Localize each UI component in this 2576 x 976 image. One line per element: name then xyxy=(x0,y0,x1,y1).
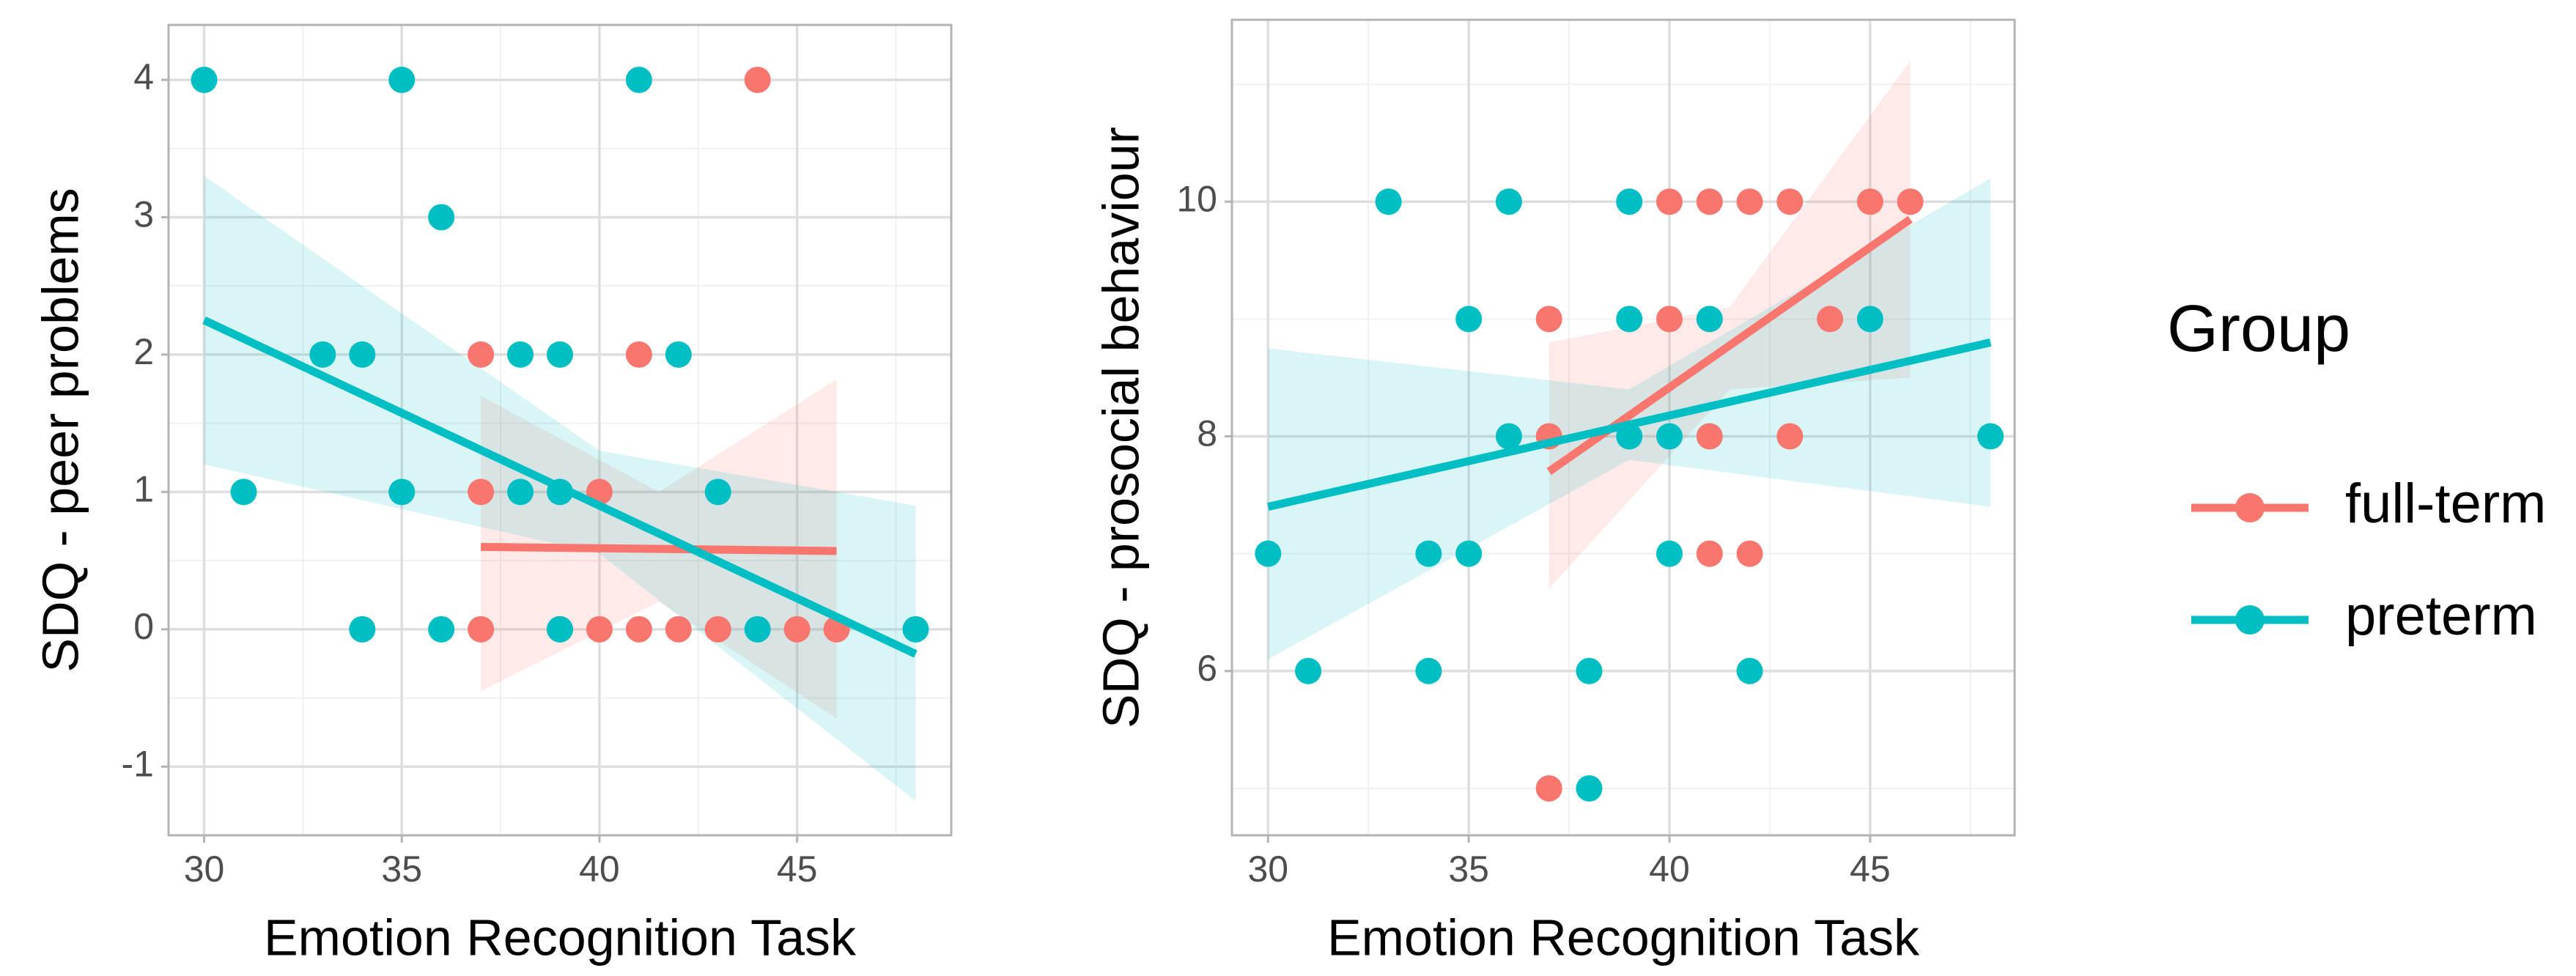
data-point xyxy=(744,66,771,93)
data-point xyxy=(625,66,652,93)
data-point xyxy=(507,478,534,506)
y-tick-label: -1 xyxy=(122,743,154,784)
data-point xyxy=(1535,306,1562,333)
y-tick-label: 4 xyxy=(133,56,154,97)
data-point xyxy=(1696,423,1723,450)
regression-line xyxy=(1267,339,1992,511)
data-point xyxy=(665,341,692,368)
regression-line xyxy=(481,542,837,555)
data-point xyxy=(507,341,534,368)
data-point xyxy=(625,341,652,368)
y-tick-label: 2 xyxy=(133,331,154,372)
x-tick-label: 45 xyxy=(777,849,818,890)
data-point xyxy=(1856,306,1883,333)
data-point xyxy=(902,615,929,643)
data-point xyxy=(1696,540,1723,567)
data-point xyxy=(1576,774,1603,802)
legend-key-point xyxy=(2235,605,2265,635)
data-point xyxy=(1897,188,1924,215)
data-point xyxy=(1776,423,1804,450)
data-point xyxy=(1295,657,1322,684)
data-point xyxy=(1776,188,1804,215)
regression-line xyxy=(202,317,918,658)
chart-panel: 30 35 40 45 6 8 10 Emotion Recognition Task SDQ … xyxy=(1092,18,2016,966)
data-point xyxy=(1656,188,1683,215)
plot-border xyxy=(1230,18,2016,837)
y-tick-label: 8 xyxy=(1197,413,1217,454)
data-point xyxy=(1656,306,1683,333)
data-point xyxy=(1977,423,2004,450)
y-tick-label: 10 xyxy=(1176,178,1217,219)
x-axis-title: Emotion Recognition Task xyxy=(264,909,857,966)
data-point xyxy=(586,615,613,643)
data-point xyxy=(349,615,376,643)
data-point xyxy=(468,341,495,368)
data-point xyxy=(665,615,692,643)
legend: Group full-term preterm xyxy=(2167,292,2546,647)
data-point xyxy=(1495,423,1522,450)
x-tick-label: 30 xyxy=(184,849,225,890)
legend-label: full-term xyxy=(2345,473,2546,535)
data-point xyxy=(428,204,455,231)
data-point xyxy=(547,341,573,368)
data-point xyxy=(1616,188,1643,215)
data-point xyxy=(1856,188,1883,215)
data-point xyxy=(1736,540,1763,567)
data-point xyxy=(1817,306,1844,333)
data-point xyxy=(744,615,771,643)
data-point xyxy=(704,615,731,643)
data-point xyxy=(309,341,336,368)
legend-title: Group xyxy=(2167,292,2350,366)
chart-panel: 30 35 40 45 -1 0 1 2 3 4 Emotion Recognition Task S… xyxy=(32,23,953,966)
data-point xyxy=(1415,540,1442,567)
x-tick-label: 35 xyxy=(381,849,422,890)
x-tick-label: 35 xyxy=(1448,849,1489,890)
x-tick-label: 30 xyxy=(1247,849,1288,890)
y-tick-label: 6 xyxy=(1197,648,1217,689)
data-point xyxy=(468,478,495,506)
plot-background xyxy=(169,25,951,835)
y-tick-label: 0 xyxy=(133,606,154,647)
legend-key-point xyxy=(2235,493,2265,522)
y-axis-title: SDQ - prosocial behaviour xyxy=(1092,127,1149,728)
plot-border xyxy=(167,23,953,837)
y-axis-title: SDQ - peer problems xyxy=(32,188,89,672)
data-point xyxy=(1255,540,1282,567)
data-point xyxy=(1455,306,1483,333)
data-point xyxy=(1736,188,1763,215)
data-point xyxy=(1616,306,1643,333)
data-point xyxy=(1696,188,1723,215)
data-point xyxy=(547,615,573,643)
data-point xyxy=(1656,540,1683,567)
data-point xyxy=(428,615,455,643)
data-point xyxy=(783,615,811,643)
data-point xyxy=(1375,188,1402,215)
x-tick-label: 40 xyxy=(579,849,620,890)
data-point xyxy=(388,66,416,93)
x-tick-label: 45 xyxy=(1850,849,1891,890)
data-point xyxy=(1576,657,1603,684)
data-point xyxy=(388,478,416,506)
data-point xyxy=(1495,188,1522,215)
data-point xyxy=(1535,774,1562,802)
data-point xyxy=(1736,657,1763,684)
y-tick-label: 3 xyxy=(133,194,154,235)
data-point xyxy=(468,615,495,643)
y-tick-label: 1 xyxy=(133,469,154,510)
x-axis-title: Emotion Recognition Task xyxy=(1327,909,1920,966)
data-point xyxy=(704,478,731,506)
data-point xyxy=(1696,306,1723,333)
confidence-band xyxy=(1549,61,1911,589)
data-point xyxy=(191,66,218,93)
data-point xyxy=(1455,540,1483,567)
data-point xyxy=(349,341,376,368)
x-tick-label: 40 xyxy=(1649,849,1690,890)
legend-label: preterm xyxy=(2345,585,2537,647)
data-point xyxy=(230,478,257,506)
data-point xyxy=(1656,423,1683,450)
data-point xyxy=(625,615,652,643)
data-point xyxy=(1415,657,1442,684)
